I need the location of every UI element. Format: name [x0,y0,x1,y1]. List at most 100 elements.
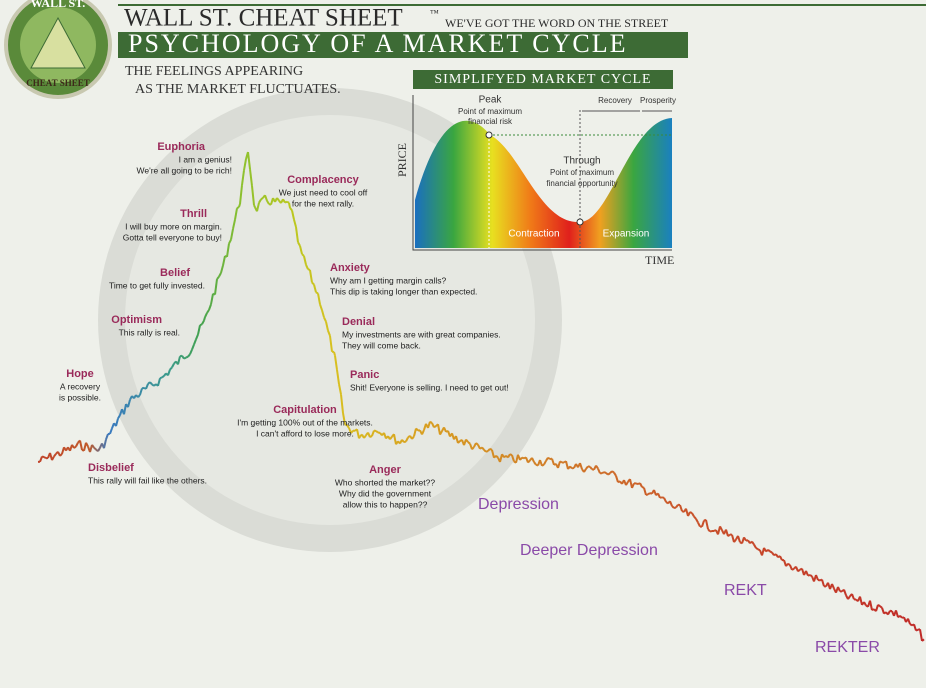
price-segment [543,460,547,466]
price-segment [247,151,251,170]
stage-note: Time to get fully invested. [109,280,205,290]
stage-name: Denial [342,316,375,328]
stage-note: My investments are with great companies. [342,329,501,339]
price-segment [859,596,863,606]
price-segment [214,278,218,295]
price-segment [356,428,360,439]
price-segment [615,475,619,483]
price-segment [199,323,203,327]
price-segment [883,611,887,615]
price-segment [913,624,917,631]
price-segment [771,551,775,556]
stage-note: We're all going to be rich! [137,165,233,175]
price-segment [311,281,315,286]
price-segment [369,435,373,439]
price-segment [123,403,127,415]
contraction-label: Contraction [508,229,559,240]
price-segment [491,449,495,458]
tagline: WE'VE GOT THE WORD ON THE STREET [445,16,669,30]
stage-note: allow this to happen?? [343,499,428,509]
price-segment [659,496,663,499]
price-segment [837,586,841,592]
price-segment [421,429,425,435]
price-segment [195,334,199,340]
price-segment [284,200,288,204]
price-segment [291,210,295,220]
price-segment [429,420,433,424]
price-segment [493,455,497,459]
stage-note: Gotta tell everyone to buy! [123,232,222,242]
price-segment [507,453,511,459]
price-segment [139,388,143,396]
price-segment [921,638,925,642]
stage-name: Panic [350,369,379,381]
price-segment [483,449,487,453]
through-note: Point of maximum [550,168,614,177]
price-segment [59,453,63,457]
price-segment [151,383,155,387]
price-segment [755,547,759,551]
price-segment [791,567,795,571]
price-segment [295,226,299,243]
inset-title: SIMPLIFYED MARKET CYCLE [434,72,651,87]
price-segment [346,424,350,429]
price-segment [439,430,443,436]
price-segment [609,470,613,474]
stage-name: Hope [66,368,94,380]
price-segment [475,442,479,446]
price-segment [879,605,883,609]
price-segment [325,321,329,331]
price-segment [909,623,913,627]
price-segment [309,269,313,283]
price-segment [403,440,407,444]
price-segment [579,462,583,470]
title-banner [118,32,688,58]
price-segment [533,461,537,466]
price-segment [709,530,713,533]
price-segment [157,377,161,387]
price-segment [336,369,340,385]
price-segment [371,430,375,437]
stage-name: Euphoria [157,141,206,153]
price-segment [43,456,47,460]
price-segment [681,510,685,513]
price-segment [887,610,891,616]
price-segment [264,194,268,202]
price-segment [557,461,561,469]
logo-top: WALL ST. [31,0,85,10]
price-segment [413,428,417,437]
price-segment [639,482,643,488]
price-segment [321,309,325,318]
price-segment [773,553,777,557]
price-segment [85,442,89,447]
price-segment [167,369,171,376]
price-segment [519,456,523,461]
stage-name: Capitulation [273,404,337,416]
price-segment [342,412,346,425]
price-segment [565,460,569,470]
price-segment [313,284,317,293]
stage-name: Complacency [287,174,359,186]
price-segment [695,518,699,523]
price-segment [137,394,141,398]
price-segment [288,202,291,209]
peak-note: financial risk [468,117,513,126]
price-segment [363,434,367,439]
price-segment [707,528,711,533]
logo-pyramid [30,16,86,69]
price-segment [145,383,149,390]
price-segment [228,239,232,245]
stage-note: for the next rally. [292,198,354,208]
peak-note: Point of maximum [458,107,522,116]
price-segment [161,375,165,379]
price-segment [671,505,675,509]
price-segment [767,549,771,553]
price-segment [117,414,121,420]
price-segment [647,492,651,496]
price-segment [769,550,773,554]
price-segment [51,455,55,461]
price-segment [641,486,645,489]
price-segment [210,293,214,305]
price-segment [485,449,489,453]
price-segment [733,538,737,543]
